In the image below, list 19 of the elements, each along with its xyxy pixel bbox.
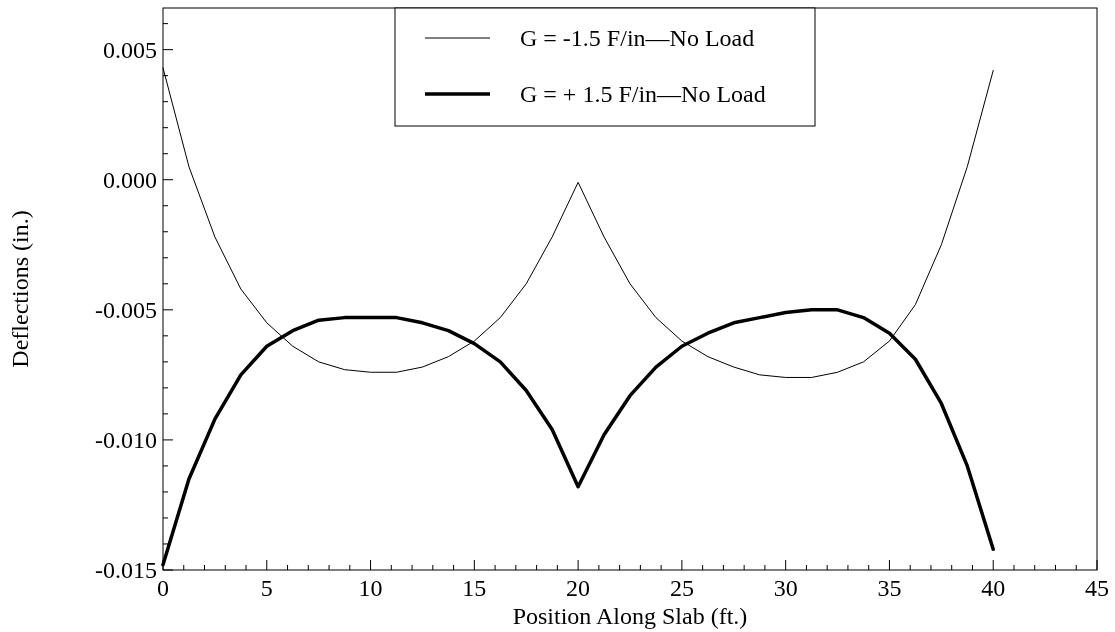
x-tick-label: 45 xyxy=(1085,575,1109,601)
x-tick-label: 10 xyxy=(358,575,383,601)
x-tick-label: 40 xyxy=(981,575,1006,601)
legend-label: G = + 1.5 F/in—No Load xyxy=(520,81,766,108)
x-axis-title: Position Along Slab (ft.) xyxy=(512,603,748,629)
x-tick-label: 30 xyxy=(773,575,798,601)
x-tick-label: 20 xyxy=(566,575,591,601)
legend-label: G = -1.5 F/in—No Load xyxy=(520,25,755,52)
x-tick-label: 5 xyxy=(260,575,273,601)
y-tick-label: -0.015 xyxy=(95,557,157,584)
x-tick-label: 25 xyxy=(669,575,694,601)
y-tick-label: -0.005 xyxy=(95,297,157,324)
y-axis-title: Deflections (in.) xyxy=(7,210,33,368)
y-tick-label: -0.010 xyxy=(95,427,157,454)
y-tick-label: 0.005 xyxy=(103,37,157,64)
x-tick-label: 0 xyxy=(157,575,169,601)
y-tick-label: 0.000 xyxy=(103,167,157,194)
x-tick-label: 35 xyxy=(877,575,902,601)
x-tick-label: 15 xyxy=(462,575,487,601)
